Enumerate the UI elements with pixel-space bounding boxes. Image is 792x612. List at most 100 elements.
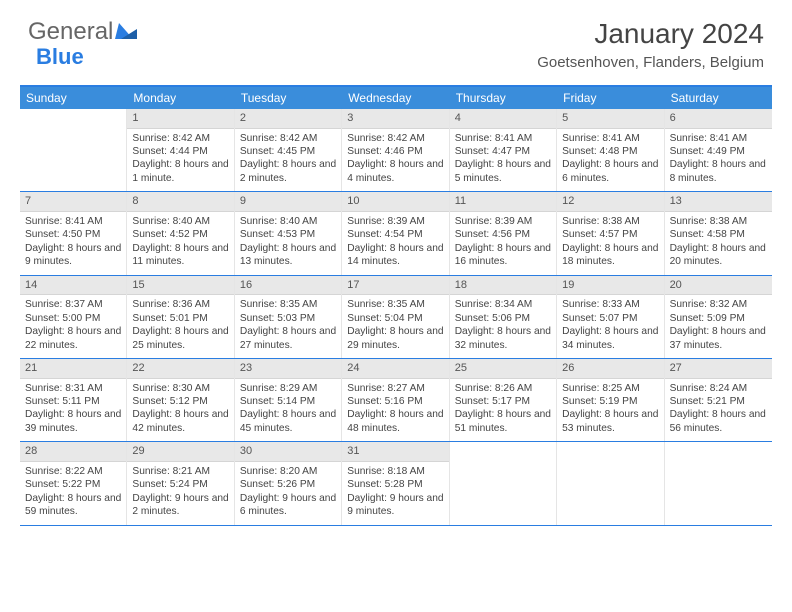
week-row: 14Sunrise: 8:37 AMSunset: 5:00 PMDayligh… bbox=[20, 276, 772, 359]
day-header-wednesday: Wednesday bbox=[342, 87, 449, 109]
sunset-text: Sunset: 4:58 PM bbox=[670, 228, 767, 241]
day-cell: 12Sunrise: 8:38 AMSunset: 4:57 PMDayligh… bbox=[557, 192, 664, 274]
daylight-text: Daylight: 8 hours and 14 minutes. bbox=[347, 242, 443, 269]
day-cell: 25Sunrise: 8:26 AMSunset: 5:17 PMDayligh… bbox=[450, 359, 557, 441]
day-cell: 22 Sunrise: 8:30 AMSunset: 5:12 PMDayligh… bbox=[127, 359, 234, 441]
daylight-text: Daylight: 8 hours and 32 minutes. bbox=[455, 325, 551, 352]
sunrise-text: Sunrise: 8:40 AM bbox=[240, 215, 336, 228]
day-number: 11 bbox=[450, 192, 556, 212]
day-number: 2 bbox=[235, 109, 341, 129]
sunset-text: Sunset: 4:45 PM bbox=[240, 145, 336, 158]
day-cell: 26Sunrise: 8:25 AMSunset: 5:19 PMDayligh… bbox=[557, 359, 664, 441]
sunset-text: Sunset: 4:48 PM bbox=[562, 145, 658, 158]
daylight-text: Daylight: 8 hours and 27 minutes. bbox=[240, 325, 336, 352]
day-cell: 31Sunrise: 8:18 AMSunset: 5:28 PMDayligh… bbox=[342, 442, 449, 524]
daylight-text: Daylight: 8 hours and 2 minutes. bbox=[240, 158, 336, 185]
sunrise-text: Sunrise: 8:37 AM bbox=[25, 298, 121, 311]
daylight-text: Daylight: 9 hours and 9 minutes. bbox=[347, 492, 443, 519]
sunrise-text: Sunrise: 8:26 AM bbox=[455, 382, 551, 395]
day-number: 1 bbox=[127, 109, 233, 129]
sunset-text: Sunset: 4:52 PM bbox=[132, 228, 228, 241]
day-cell: 5Sunrise: 8:41 AMSunset: 4:48 PMDaylight… bbox=[557, 109, 664, 191]
sunset-text: Sunset: 5:16 PM bbox=[347, 395, 443, 408]
daylight-text: Daylight: 8 hours and 16 minutes. bbox=[455, 242, 551, 269]
day-number: 6 bbox=[665, 109, 772, 129]
daylight-text: Daylight: 8 hours and 37 minutes. bbox=[670, 325, 767, 352]
sunrise-text: Sunrise: 8:21 AM bbox=[132, 465, 228, 478]
sunset-text: Sunset: 4:57 PM bbox=[562, 228, 658, 241]
day-cell: 30Sunrise: 8:20 AMSunset: 5:26 PMDayligh… bbox=[235, 442, 342, 524]
daylight-text: Daylight: 8 hours and 51 minutes. bbox=[455, 408, 551, 435]
day-number: 4 bbox=[450, 109, 556, 129]
day-number: 28 bbox=[20, 442, 126, 462]
day-number: 22 bbox=[127, 359, 233, 379]
daylight-text: Daylight: 8 hours and 20 minutes. bbox=[670, 242, 767, 269]
day-number: 14 bbox=[20, 276, 126, 296]
daylight-text: Daylight: 9 hours and 2 minutes. bbox=[132, 492, 228, 519]
day-number: 29 bbox=[127, 442, 233, 462]
sunrise-text: Sunrise: 8:18 AM bbox=[347, 465, 443, 478]
day-number: 21 bbox=[20, 359, 126, 379]
daylight-text: Daylight: 8 hours and 42 minutes. bbox=[132, 408, 228, 435]
daylight-text: Daylight: 8 hours and 22 minutes. bbox=[25, 325, 121, 352]
day-cell: 6Sunrise: 8:41 AMSunset: 4:49 PMDaylight… bbox=[665, 109, 772, 191]
sunset-text: Sunset: 5:04 PM bbox=[347, 312, 443, 325]
daylight-text: Daylight: 8 hours and 56 minutes. bbox=[670, 408, 767, 435]
sunrise-text: Sunrise: 8:24 AM bbox=[670, 382, 767, 395]
day-number: 12 bbox=[557, 192, 663, 212]
sunrise-text: Sunrise: 8:35 AM bbox=[347, 298, 443, 311]
day-cell: 2 Sunrise: 8:42 AMSunset: 4:45 PMDaylight… bbox=[235, 109, 342, 191]
day-cell: 23Sunrise: 8:29 AMSunset: 5:14 PMDayligh… bbox=[235, 359, 342, 441]
sunset-text: Sunset: 4:50 PM bbox=[25, 228, 121, 241]
sunrise-text: Sunrise: 8:25 AM bbox=[562, 382, 658, 395]
sunrise-text: Sunrise: 8:42 AM bbox=[132, 132, 228, 145]
day-cell: 28Sunrise: 8:22 AMSunset: 5:22 PMDayligh… bbox=[20, 442, 127, 524]
day-cell: 18Sunrise: 8:34 AMSunset: 5:06 PMDayligh… bbox=[450, 276, 557, 358]
day-number: 24 bbox=[342, 359, 448, 379]
daylight-text: Daylight: 8 hours and 39 minutes. bbox=[25, 408, 121, 435]
sunrise-text: Sunrise: 8:40 AM bbox=[132, 215, 228, 228]
day-number: 26 bbox=[557, 359, 663, 379]
daylight-text: Daylight: 8 hours and 8 minutes. bbox=[670, 158, 767, 185]
daylight-text: Daylight: 8 hours and 11 minutes. bbox=[132, 242, 228, 269]
sunset-text: Sunset: 5:17 PM bbox=[455, 395, 551, 408]
sunrise-text: Sunrise: 8:42 AM bbox=[240, 132, 336, 145]
day-cell: 29 Sunrise: 8:21 AMSunset: 5:24 PMDayligh… bbox=[127, 442, 234, 524]
sunrise-text: Sunrise: 8:41 AM bbox=[670, 132, 767, 145]
day-cell: 9Sunrise: 8:40 AMSunset: 4:53 PMDaylight… bbox=[235, 192, 342, 274]
sunset-text: Sunset: 5:12 PM bbox=[132, 395, 228, 408]
logo-triangle-icon bbox=[115, 18, 137, 46]
sunrise-text: Sunrise: 8:41 AM bbox=[455, 132, 551, 145]
sunset-text: Sunset: 4:47 PM bbox=[455, 145, 551, 158]
day-cell: 16Sunrise: 8:35 AMSunset: 5:03 PMDayligh… bbox=[235, 276, 342, 358]
daylight-text: Daylight: 8 hours and 9 minutes. bbox=[25, 242, 121, 269]
sunset-text: Sunset: 5:19 PM bbox=[562, 395, 658, 408]
day-cell: 7Sunrise: 8:41 AMSunset: 4:50 PMDaylight… bbox=[20, 192, 127, 274]
day-header-monday: Monday bbox=[127, 87, 234, 109]
day-number: 27 bbox=[665, 359, 772, 379]
sunrise-text: Sunrise: 8:42 AM bbox=[347, 132, 443, 145]
sunset-text: Sunset: 5:24 PM bbox=[132, 478, 228, 491]
week-row: 7Sunrise: 8:41 AMSunset: 4:50 PMDaylight… bbox=[20, 192, 772, 275]
location-text: Goetsenhoven, Flanders, Belgium bbox=[537, 54, 764, 71]
sunset-text: Sunset: 5:26 PM bbox=[240, 478, 336, 491]
daylight-text: Daylight: 8 hours and 59 minutes. bbox=[25, 492, 121, 519]
day-cell: 15Sunrise: 8:36 AMSunset: 5:01 PMDayligh… bbox=[127, 276, 234, 358]
day-number: 9 bbox=[235, 192, 341, 212]
daylight-text: Daylight: 8 hours and 6 minutes. bbox=[562, 158, 658, 185]
sunset-text: Sunset: 5:21 PM bbox=[670, 395, 767, 408]
sunset-text: Sunset: 5:03 PM bbox=[240, 312, 336, 325]
daylight-text: Daylight: 8 hours and 4 minutes. bbox=[347, 158, 443, 185]
day-cell: 14Sunrise: 8:37 AMSunset: 5:00 PMDayligh… bbox=[20, 276, 127, 358]
sunrise-text: Sunrise: 8:30 AM bbox=[132, 382, 228, 395]
sunrise-text: Sunrise: 8:31 AM bbox=[25, 382, 121, 395]
day-cell: 1Sunrise: 8:42 AMSunset: 4:44 PMDaylight… bbox=[127, 109, 234, 191]
day-number: 23 bbox=[235, 359, 341, 379]
sunrise-text: Sunrise: 8:34 AM bbox=[455, 298, 551, 311]
week-row: 28Sunrise: 8:22 AMSunset: 5:22 PMDayligh… bbox=[20, 442, 772, 525]
sunset-text: Sunset: 5:14 PM bbox=[240, 395, 336, 408]
day-cell: 10Sunrise: 8:39 AMSunset: 4:54 PMDayligh… bbox=[342, 192, 449, 274]
day-cell: 13Sunrise: 8:38 AMSunset: 4:58 PMDayligh… bbox=[665, 192, 772, 274]
title-block: January 2024 Goetsenhoven, Flanders, Bel… bbox=[537, 18, 764, 71]
day-number: 3 bbox=[342, 109, 448, 129]
